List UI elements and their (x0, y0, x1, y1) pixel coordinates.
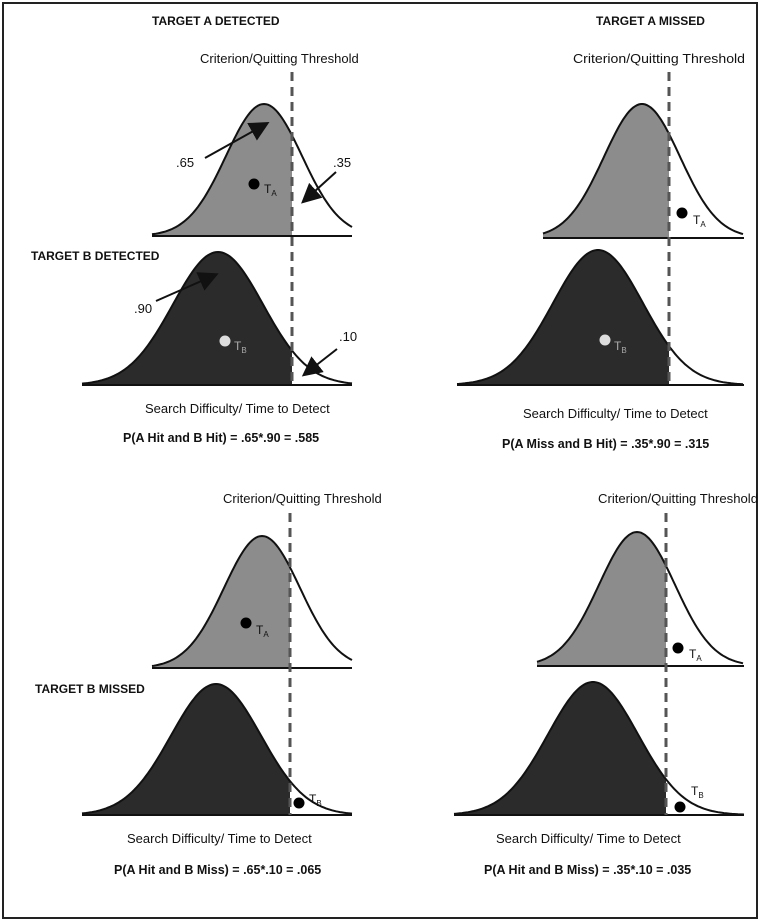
curve-b-top-left-filled-area (82, 252, 292, 385)
curve-a-top-left (151, 102, 353, 237)
curve-a-bottom-right-filled-area (537, 532, 666, 666)
distribution-curves (81, 102, 745, 816)
formula-a-hit-b-hit: P(A Hit and B Hit) = .65*.90 = .585 (123, 431, 319, 445)
target-b-label-bottom-left: TB (309, 792, 322, 808)
xaxis-label-bottom-right: Search Difficulty/ Time to Detect (496, 831, 681, 846)
formula-a-miss-b-miss: P(A Hit and B Miss) = .35*.10 = .035 (484, 863, 691, 877)
target-b-marker-top-left (219, 335, 231, 347)
xaxis-label-top-right: Search Difficulty/ Time to Detect (523, 406, 708, 421)
curve-b-top-right-filled-area (457, 250, 669, 385)
curve-b-bottom-right-outline (453, 681, 745, 816)
curve-b-bottom-left-outline (81, 682, 353, 815)
target-b-marker-bottom-right (674, 801, 686, 813)
label-a-hit-proportion: .65 (176, 155, 194, 170)
curve-b-bottom-left (81, 682, 353, 816)
target-b-label-top-right: TB (614, 339, 627, 355)
target-a-label-top-left: TA (264, 182, 277, 198)
threshold-label-top-left: Criterion/Quitting Threshold (200, 51, 359, 66)
arrow-a-hit (204, 122, 270, 159)
curve-a-bottom-left-filled-area (152, 536, 290, 668)
heading-target-a-detected: TARGET A DETECTED (152, 14, 280, 28)
formula-a-hit-b-miss: P(A Hit and B Miss) = .65*.10 = .065 (114, 863, 321, 877)
target-a-marker-bottom-right (672, 642, 684, 654)
curve-a-bottom-left (151, 534, 353, 669)
curve-b-bottom-right-filled-area (454, 682, 666, 815)
curve-a-bottom-right-outline (536, 530, 744, 665)
arrow-b-hit (155, 272, 219, 302)
target-b-marker-bottom-left (293, 797, 305, 809)
label-a-miss-proportion: .35 (333, 155, 351, 170)
heading-target-b-missed: TARGET B MISSED (35, 682, 145, 696)
curve-a-bottom-right (536, 530, 744, 667)
target-a-marker-bottom-left (240, 617, 252, 629)
curve-b-top-right-outline (456, 249, 744, 386)
curve-a-bottom-left-outline (151, 534, 353, 667)
target-a-label-bottom-right: TA (689, 647, 702, 663)
target-b-marker-top-right (599, 334, 611, 346)
arrow-b-miss (301, 348, 338, 377)
arrow-a-miss (301, 171, 337, 204)
target-a-marker-top-left (248, 178, 260, 190)
heading-target-a-missed: TARGET A MISSED (596, 14, 705, 28)
label-b-miss-proportion: .10 (339, 329, 357, 344)
curve-a-top-right (542, 103, 744, 239)
xaxis-label-top-left: Search Difficulty/ Time to Detect (145, 401, 330, 416)
curve-b-top-right (456, 249, 744, 386)
curve-a-top-right-filled-area (543, 104, 669, 238)
threshold-label-bottom-left: Criterion/Quitting Threshold (223, 491, 382, 506)
target-a-label-bottom-left: TA (256, 623, 269, 639)
target-a-marker-top-right (676, 207, 688, 219)
label-b-hit-proportion: .90 (134, 301, 152, 316)
target-a-label-top-right: TA (693, 213, 706, 229)
curve-b-top-left (81, 250, 353, 386)
curve-b-bottom-right (453, 681, 745, 816)
curve-a-top-right-outline (542, 103, 744, 236)
threshold-label-top-right: Criterion/Quitting Threshold (573, 51, 745, 66)
curve-b-bottom-left-filled-area (82, 684, 290, 815)
formula-a-miss-b-hit: P(A Miss and B Hit) = .35*.90 = .315 (502, 437, 709, 451)
heading-target-b-detected: TARGET B DETECTED (31, 249, 160, 263)
threshold-label-bottom-right: Criterion/Quitting Threshold (598, 491, 758, 506)
target-b-label-bottom-right: TB (691, 784, 704, 800)
curve-a-top-left-filled-area (152, 104, 292, 236)
target-b-label-top-left: TB (234, 339, 247, 355)
xaxis-label-bottom-left: Search Difficulty/ Time to Detect (127, 831, 312, 846)
